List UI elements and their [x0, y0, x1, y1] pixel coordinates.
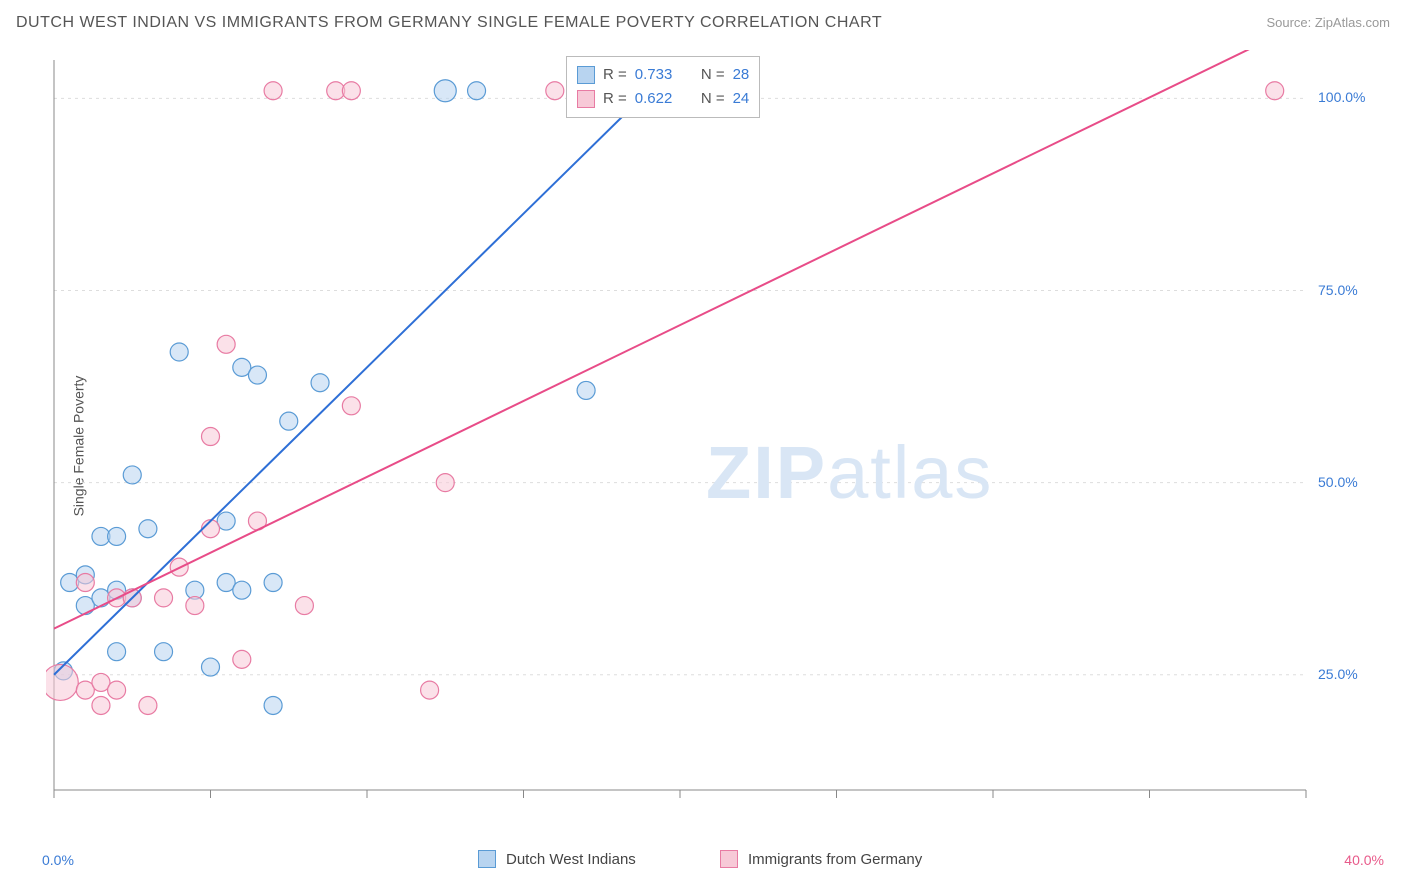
legend-swatch-1	[478, 850, 496, 868]
x-tick-max: 40.0%	[1344, 852, 1384, 868]
y-tick-label: 25.0%	[1318, 666, 1358, 682]
plot-svg	[46, 50, 1386, 820]
stat-swatch	[577, 90, 595, 108]
legend-label-1: Dutch West Indians	[506, 851, 636, 868]
legend-series-2: Immigrants from Germany	[720, 850, 922, 868]
legend-label-2: Immigrants from Germany	[748, 851, 922, 868]
stat-row: R = 0.733 N = 28	[577, 63, 749, 87]
y-tick-label: 50.0%	[1318, 474, 1358, 490]
scatter-plot: ZIPatlas R = 0.733 N = 28R = 0.622 N = 2…	[46, 50, 1386, 820]
chart-title: DUTCH WEST INDIAN VS IMMIGRANTS FROM GER…	[16, 14, 882, 32]
stat-row: R = 0.622 N = 24	[577, 87, 749, 111]
y-tick-label: 75.0%	[1318, 282, 1358, 298]
y-tick-label: 100.0%	[1318, 89, 1365, 105]
header: DUTCH WEST INDIAN VS IMMIGRANTS FROM GER…	[16, 14, 1390, 32]
stat-swatch	[577, 66, 595, 84]
legend-series-1: Dutch West Indians	[478, 850, 636, 868]
correlation-stat-box: R = 0.733 N = 28R = 0.622 N = 24	[566, 56, 760, 118]
legend-swatch-2	[720, 850, 738, 868]
source-attribution: Source: ZipAtlas.com	[1266, 15, 1390, 30]
x-tick-min: 0.0%	[42, 852, 74, 868]
